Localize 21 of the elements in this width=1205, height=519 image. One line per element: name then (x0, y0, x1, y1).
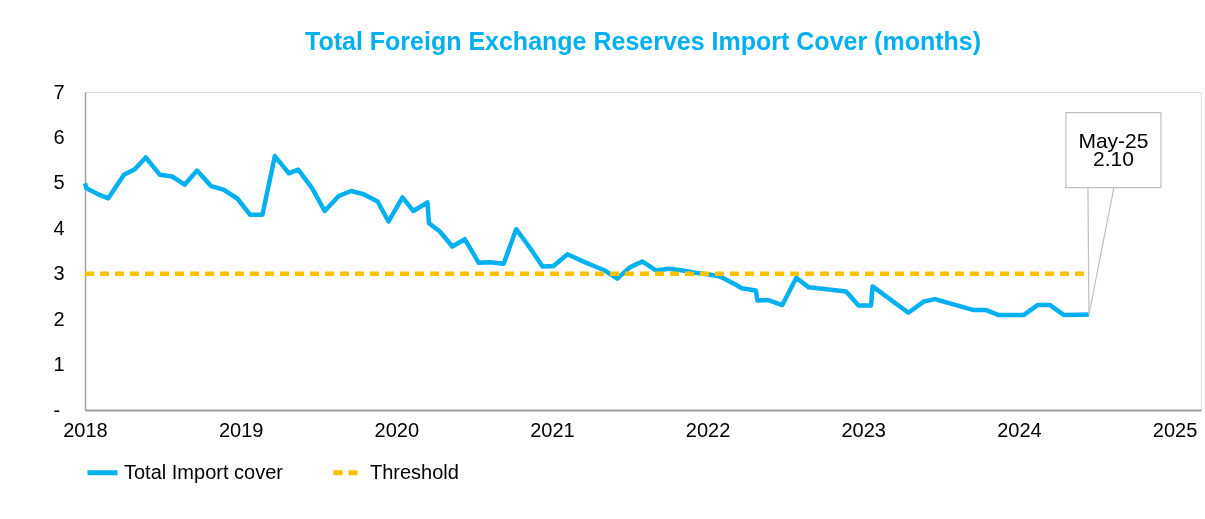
x-tick-label: 2025 (1152, 418, 1198, 441)
x-tick-label: 2022 (685, 418, 731, 441)
x-tick-label: 2021 (530, 418, 575, 441)
legend-label: Threshold (370, 460, 459, 483)
y-tick-label: 2 (53, 307, 65, 330)
line-series (82, 153, 1092, 318)
x-tick-label: 2023 (841, 418, 886, 441)
y-tick-label: 5 (53, 171, 65, 194)
x-tick-label: 2024 (997, 418, 1042, 441)
chart-title: Total Foreign Exchange Reserves Import Cover (months) (304, 27, 982, 55)
annotation: May-25 2.10 (1078, 128, 1149, 171)
y-tick-label: 1 (53, 353, 65, 376)
y-tick-label: 4 (53, 216, 65, 239)
y-tick-label: - (53, 398, 61, 421)
y-tick-label: 6 (53, 125, 65, 148)
legend-label: Total Import cover (124, 460, 284, 483)
y-tick-label: 3 (53, 262, 65, 285)
x-tick-label: 2018 (63, 418, 108, 441)
x-tick-label: 2020 (374, 418, 420, 441)
y-tick-label: 7 (53, 80, 65, 103)
x-tick-label: 2019 (218, 418, 264, 441)
